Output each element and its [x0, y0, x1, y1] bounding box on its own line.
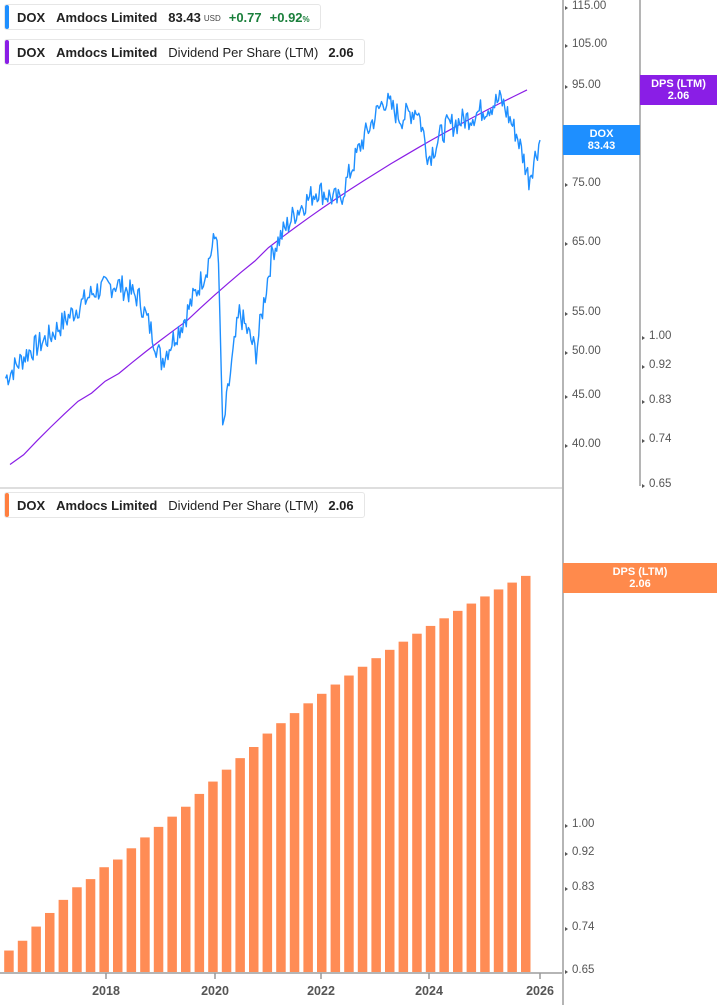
legend-ticker: DOX	[17, 44, 46, 60]
legend-change-pct-value: +0.92	[269, 9, 303, 25]
legend-ticker: DOX	[17, 497, 46, 513]
dps-bar	[344, 675, 354, 972]
legend-currency: USD	[203, 14, 221, 23]
flag-value: 83.43	[587, 140, 616, 152]
dps-bar	[412, 633, 422, 972]
flag-label: DOX	[589, 128, 614, 140]
dps-bar	[208, 781, 218, 972]
x-axis-ticks	[105, 973, 541, 979]
dps-bar	[194, 793, 205, 972]
legend-change: +0.77	[228, 9, 262, 25]
dps-last-value-flag-top: DPS (LTM) 2.06	[640, 75, 717, 105]
x-axis-label-2026: 2026	[526, 984, 554, 998]
dps-bar	[385, 649, 395, 972]
dps-bar	[17, 940, 28, 972]
price-axis-tick: 40.00	[565, 438, 601, 450]
legend-ticker: DOX	[17, 9, 46, 25]
price-legend-color-marker	[5, 5, 9, 29]
price-axis-tick: 95.00	[565, 79, 601, 91]
dps-bar	[466, 603, 477, 972]
dps-axis-tick: 0.83	[564, 881, 595, 893]
dps-bar	[317, 693, 327, 972]
dps-bar	[493, 589, 504, 972]
dps-bar	[262, 733, 273, 972]
dps-bar	[521, 575, 531, 972]
dps-axis-tick: 1.00	[564, 818, 595, 830]
dps-axis-tick: 0.74	[641, 433, 672, 445]
legend-price: 83.43	[168, 9, 201, 25]
dps-bar	[439, 618, 449, 972]
dps-bar	[221, 769, 232, 972]
price-axis-tick: 55.00	[565, 306, 601, 318]
dps-bar	[480, 596, 490, 972]
price-axis-tick: 115.00	[564, 0, 607, 12]
dps-axis-tick: 1.00	[641, 330, 672, 342]
legend-metric: Dividend Per Share (LTM)	[168, 497, 319, 513]
price-line-series	[4, 89, 541, 426]
dps-bar	[357, 666, 368, 972]
dps-bar	[398, 641, 409, 972]
dps-line-series	[9, 89, 528, 465]
dps-bar	[330, 684, 341, 972]
x-axis-label-2020: 2020	[201, 984, 229, 998]
x-axis-label-2024: 2024	[415, 984, 443, 998]
dps-bar	[85, 879, 96, 972]
price-axis-tick: 105.00	[564, 38, 608, 50]
dps-bar	[181, 806, 191, 972]
dps-axis-tick: 0.74	[564, 921, 595, 933]
dps-bar	[126, 848, 137, 972]
dps-bar	[99, 867, 109, 972]
price-axis-tick: 75.00	[565, 177, 601, 189]
x-axis-label-2022: 2022	[307, 984, 335, 998]
legend-company-name: Amdocs Limited	[56, 497, 158, 513]
dps-bar	[45, 912, 55, 972]
price-axis-tick: 50.00	[565, 345, 601, 357]
dps-axis-tick: 0.92	[564, 846, 595, 858]
dps-bar	[276, 723, 286, 972]
dps-bar	[371, 658, 381, 972]
dps-last-value-flag-bottom: DPS (LTM) 2.06	[563, 563, 717, 593]
dps-bar	[167, 816, 177, 972]
dps-bar	[425, 625, 436, 972]
x-axis-label-2018: 2018	[92, 984, 120, 998]
dps-bar	[4, 950, 14, 972]
dps-bar	[507, 582, 517, 972]
dps-legend-top[interactable]: DOX Amdocs Limited Dividend Per Share (L…	[4, 39, 365, 65]
price-axis-tick: 65.00	[565, 236, 601, 248]
legend-metric: Dividend Per Share (LTM)	[168, 44, 319, 60]
dps-legend-bottom[interactable]: DOX Amdocs Limited Dividend Per Share (L…	[4, 492, 365, 518]
dps-bar	[72, 887, 82, 972]
dps-bar	[453, 610, 463, 972]
dps-bar	[113, 859, 123, 972]
dps-bar	[303, 703, 313, 972]
dps-bar	[58, 899, 69, 972]
dps-axis-tick: 0.65	[641, 478, 672, 490]
dps-axis-tick: 0.83	[641, 394, 672, 406]
dps-bar	[153, 826, 164, 972]
flag-label: DPS (LTM)	[651, 78, 706, 90]
dps-axis-tick: 0.92	[641, 359, 672, 371]
dps-legend-color-marker	[5, 40, 9, 64]
dps-bar	[140, 837, 150, 972]
flag-value: 2.06	[629, 578, 651, 590]
legend-company-name: Amdocs Limited	[56, 9, 158, 25]
dps-axis-tick: 0.65	[564, 964, 595, 976]
dps-bar-series	[4, 575, 531, 972]
legend-change-pct: +0.92%	[270, 10, 310, 25]
dps-bar	[235, 758, 245, 972]
price-legend[interactable]: DOX Amdocs Limited 83.43 USD +0.77 +0.92…	[4, 4, 321, 30]
dps-bar	[289, 713, 300, 972]
price-last-value-flag: DOX 83.43	[563, 125, 640, 155]
price-axis-tick: 45.00	[565, 389, 601, 401]
legend-company-name: Amdocs Limited	[56, 44, 158, 60]
flag-value: 2.06	[667, 90, 690, 102]
dps-bar	[249, 746, 259, 972]
dps-bar	[31, 926, 41, 972]
flag-label: DPS (LTM)	[612, 566, 668, 578]
legend-value: 2.06	[328, 44, 354, 60]
legend-pct-sign: %	[302, 14, 310, 24]
legend-value: 2.06	[328, 497, 354, 513]
dps-legend-color-marker	[5, 493, 9, 517]
